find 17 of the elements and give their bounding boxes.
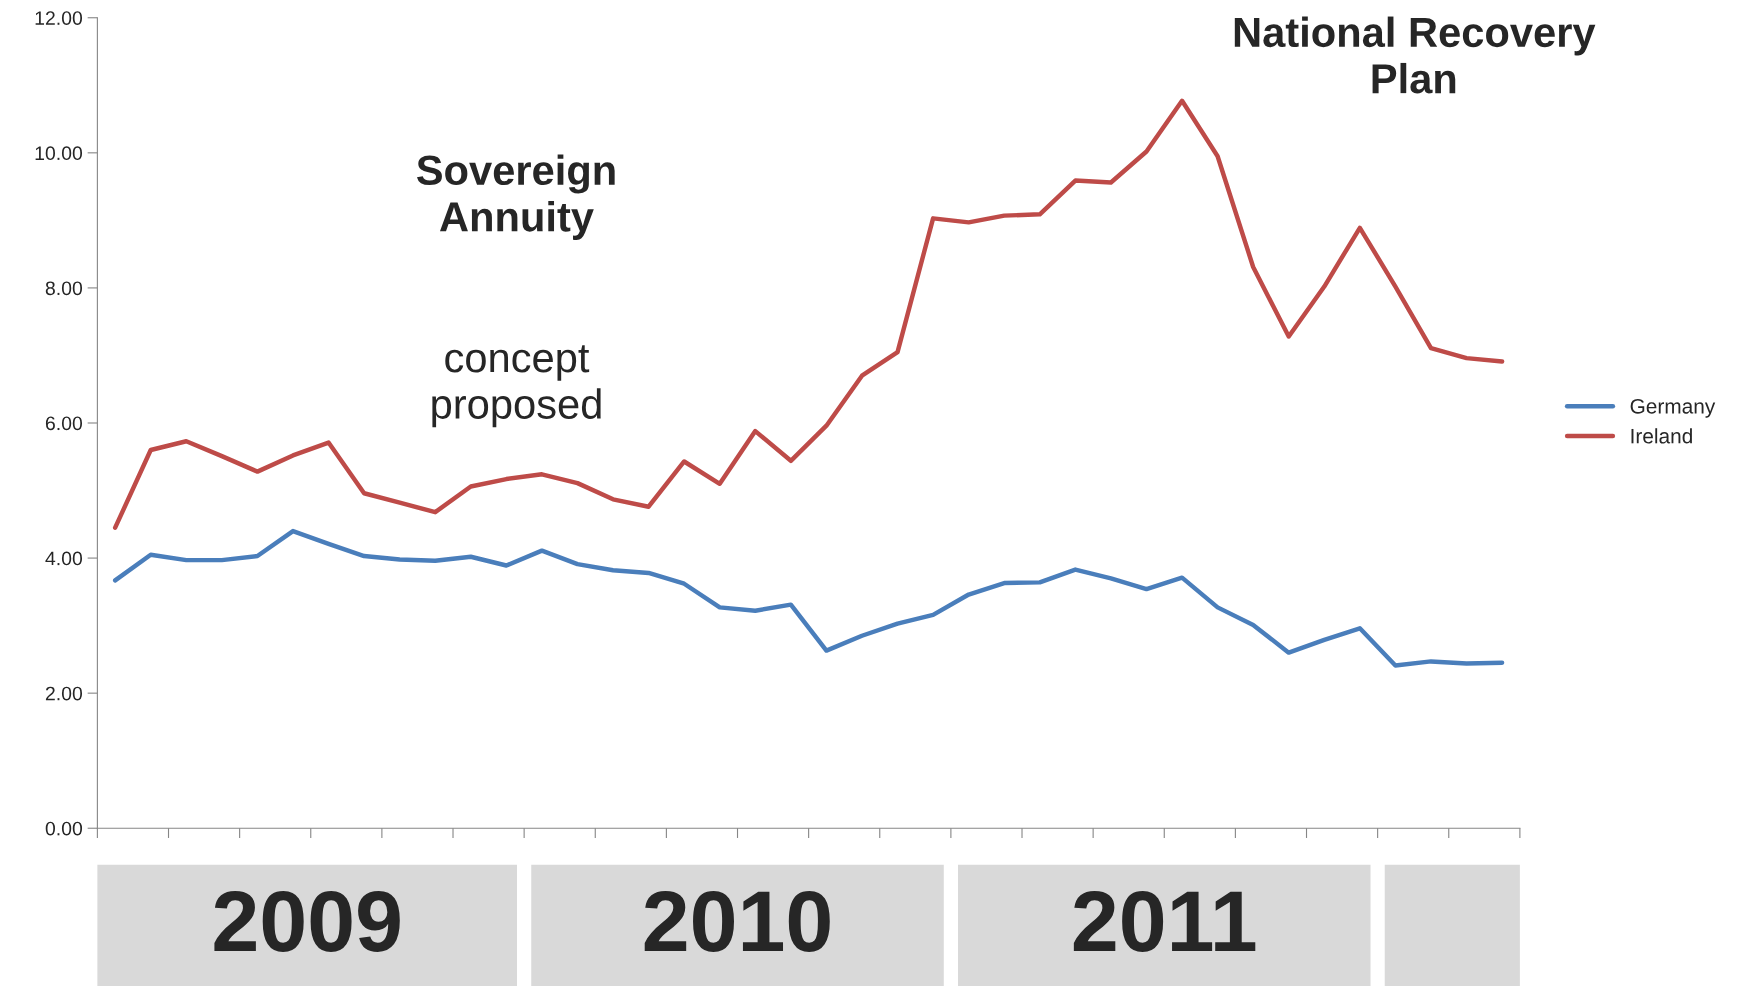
- y-tick-label: 6.00: [45, 416, 83, 431]
- annotation: concept proposed: [432, 345, 601, 428]
- legend-label: Ireland: [1631, 428, 1692, 444]
- y-tick-label: 10.00: [35, 146, 83, 161]
- annotation: Sovereign Annuity: [416, 154, 615, 240]
- line-series: [112, 528, 1505, 668]
- y-tick-label: 12.00: [35, 11, 83, 25]
- text: 2010: [644, 890, 830, 952]
- text: 2011: [1073, 890, 1256, 952]
- annotation: National Recovery Plan: [1234, 16, 1596, 94]
- text: 2009: [214, 890, 400, 952]
- line-series: [112, 98, 1505, 530]
- y-tick-label: 8.00: [45, 281, 83, 296]
- y-tick-label: 4.00: [45, 551, 83, 566]
- y-tick-label: 0.00: [45, 821, 83, 836]
- legend-label: Germany: [1630, 398, 1716, 418]
- y-tick-label: 2.00: [45, 686, 83, 701]
